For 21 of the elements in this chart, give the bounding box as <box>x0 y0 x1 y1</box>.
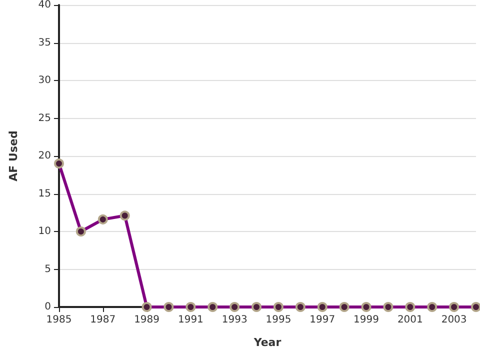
x-tick-label: 2001 <box>397 314 423 326</box>
x-tick-label: 2003 <box>441 314 467 326</box>
x-tick-label: 1989 <box>134 314 160 326</box>
y-tick-label: 10 <box>38 226 51 237</box>
y-axis-title: AF Used <box>7 130 20 182</box>
y-tick-label: 35 <box>38 37 51 48</box>
y-tick-label: 40 <box>38 0 51 10</box>
y-tick-label: 5 <box>44 264 51 275</box>
y-tick-label: 25 <box>38 112 51 124</box>
y-tick-label: 15 <box>38 188 51 200</box>
x-axis-title: Year <box>252 336 282 349</box>
x-tick-label: 1987 <box>90 314 116 326</box>
x-tick-label: 1999 <box>354 314 379 326</box>
x-tick-label: 1995 <box>266 314 292 326</box>
x-tick-label: 1997 <box>310 314 336 326</box>
y-tick-label: 0 <box>44 302 51 312</box>
x-tick-label: 1993 <box>222 314 248 326</box>
y-tick-label: 30 <box>38 75 51 86</box>
x-tick-label: 1985 <box>46 314 72 326</box>
x-tick-label: 1991 <box>178 314 204 326</box>
y-tick-label: 20 <box>38 150 51 162</box>
